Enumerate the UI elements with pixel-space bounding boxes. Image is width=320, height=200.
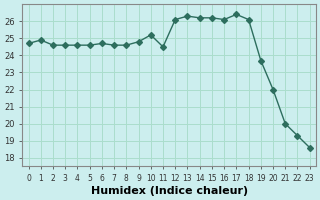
X-axis label: Humidex (Indice chaleur): Humidex (Indice chaleur) <box>91 186 248 196</box>
